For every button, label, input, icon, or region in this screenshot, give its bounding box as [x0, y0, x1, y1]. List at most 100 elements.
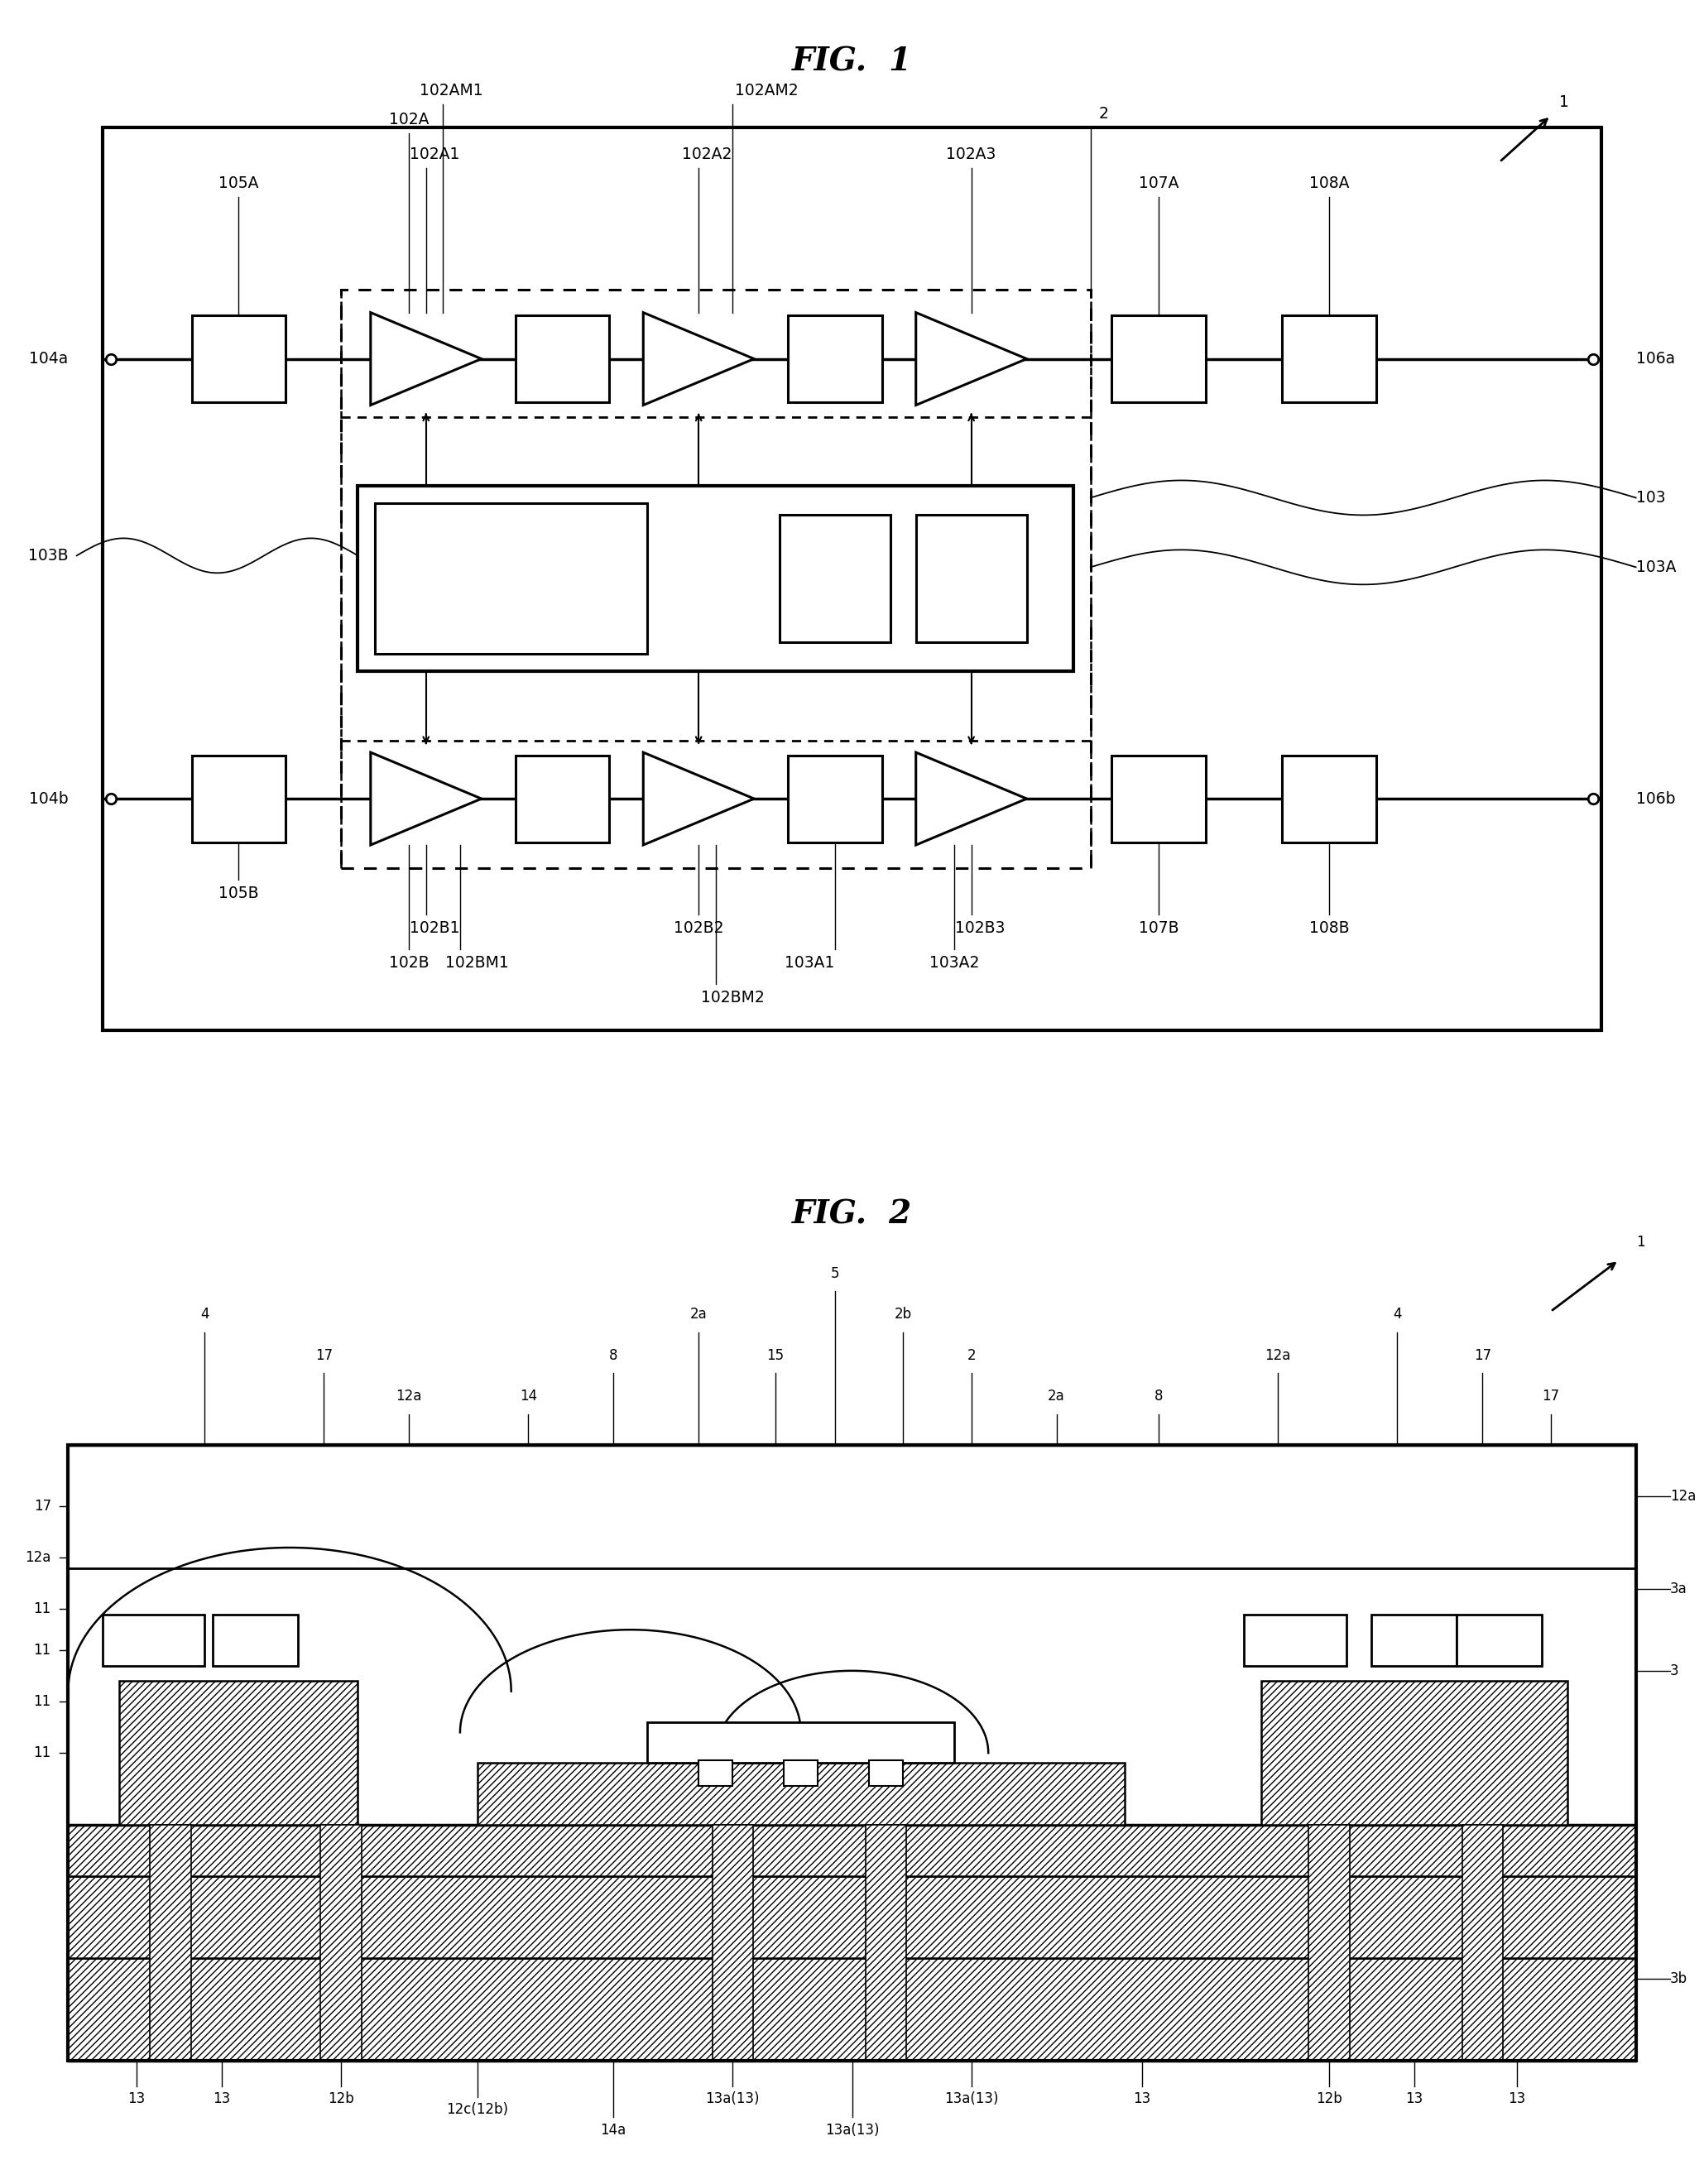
Text: 11: 11 [34, 1695, 51, 1710]
Bar [358, 487, 1074, 670]
Text: 104b: 104b [29, 791, 68, 806]
Bar [648, 1721, 954, 1762]
Text: 105A: 105A [218, 175, 259, 190]
Polygon shape [370, 312, 481, 404]
Text: 102A1: 102A1 [409, 146, 460, 162]
Polygon shape [370, 751, 481, 845]
Bar [1281, 314, 1375, 402]
Text: 13a(13): 13a(13) [705, 2092, 760, 2108]
Text: 107B: 107B [1138, 919, 1179, 937]
Text: 8: 8 [608, 1348, 619, 1363]
Bar [1281, 756, 1375, 843]
Text: 4: 4 [199, 1306, 210, 1321]
Text: 105B: 105B [218, 885, 259, 902]
Text: 12a: 12a [1670, 1489, 1695, 1505]
Bar [68, 1826, 1636, 1876]
Text: 102A3: 102A3 [946, 146, 997, 162]
Text: 1: 1 [1636, 1234, 1644, 1249]
Text: 103A: 103A [1636, 559, 1677, 574]
Bar [213, 1614, 298, 1666]
Text: 15: 15 [767, 1348, 784, 1363]
Bar [917, 515, 1026, 642]
Bar [341, 290, 1091, 869]
Bar [1457, 1614, 1542, 1666]
Bar [1372, 1614, 1457, 1666]
Text: 102BM2: 102BM2 [700, 989, 765, 1005]
Text: 8: 8 [1154, 1389, 1164, 1404]
Text: 103B: 103B [27, 548, 68, 563]
Bar [68, 1446, 1636, 2062]
Bar [102, 1614, 204, 1666]
Bar [712, 1826, 753, 2062]
Bar [1261, 1682, 1568, 1826]
Bar [787, 314, 883, 402]
Text: 102B2: 102B2 [673, 919, 724, 937]
Text: 2a: 2a [690, 1306, 707, 1321]
Bar [320, 1826, 361, 2062]
Text: 17: 17 [34, 1498, 51, 1514]
Text: 106b: 106b [1636, 791, 1675, 806]
Text: 13: 13 [1133, 2092, 1150, 2108]
Text: 102B1: 102B1 [409, 919, 460, 937]
Text: 13a(13): 13a(13) [944, 2092, 999, 2108]
Text: 102A: 102A [389, 111, 429, 127]
Bar [375, 505, 648, 653]
Bar [150, 1826, 191, 2062]
Bar [784, 1760, 818, 1787]
Text: 102BM1: 102BM1 [445, 954, 509, 970]
Text: 108B: 108B [1309, 919, 1350, 937]
Bar [869, 1760, 903, 1787]
Text: 2a: 2a [1048, 1389, 1065, 1404]
Text: 107A: 107A [1138, 175, 1179, 190]
Text: 12a: 12a [395, 1389, 423, 1404]
Bar [477, 1762, 1125, 1826]
Bar [102, 127, 1602, 1031]
Text: 12b: 12b [1315, 2092, 1343, 2108]
Bar [1244, 1614, 1346, 1666]
Text: 13: 13 [213, 2092, 230, 2108]
Text: 3a: 3a [1670, 1581, 1687, 1597]
Text: 11: 11 [34, 1601, 51, 1616]
Text: 17: 17 [315, 1348, 332, 1363]
Text: 13: 13 [1406, 2092, 1423, 2108]
Polygon shape [644, 751, 753, 845]
Bar [191, 756, 285, 843]
Bar [699, 1760, 733, 1787]
Bar [68, 1959, 1636, 2062]
Text: 102A2: 102A2 [682, 146, 733, 162]
Text: 106a: 106a [1636, 352, 1675, 367]
Text: 2: 2 [966, 1348, 976, 1363]
Bar [1111, 314, 1205, 402]
Bar [515, 314, 610, 402]
Text: 3b: 3b [1670, 1972, 1687, 1985]
Text: 13a(13): 13a(13) [825, 2123, 879, 2138]
Text: 103: 103 [1636, 489, 1665, 505]
Text: 14: 14 [520, 1389, 537, 1404]
Text: 2b: 2b [895, 1306, 912, 1321]
Text: 108A: 108A [1309, 175, 1350, 190]
Text: 2: 2 [1099, 105, 1109, 122]
Text: 11: 11 [34, 1642, 51, 1658]
Bar [1309, 1826, 1350, 2062]
Bar [191, 314, 285, 402]
Text: 12c(12b): 12c(12b) [446, 2101, 508, 2116]
Text: 13: 13 [1508, 2092, 1525, 2108]
Text: 3: 3 [1670, 1664, 1678, 1677]
Bar [787, 756, 883, 843]
Text: 102B3: 102B3 [954, 919, 1005, 937]
Text: 4: 4 [1392, 1306, 1402, 1321]
Bar [779, 515, 889, 642]
Text: 104a: 104a [29, 352, 68, 367]
Bar [119, 1682, 358, 1826]
Text: 14a: 14a [600, 2123, 627, 2138]
Text: 12a: 12a [26, 1551, 51, 1566]
Polygon shape [917, 751, 1026, 845]
Text: 12b: 12b [327, 2092, 354, 2108]
Bar [515, 756, 610, 843]
Bar [68, 1876, 1636, 1959]
Text: FIG.  2: FIG. 2 [792, 1199, 912, 1230]
Text: 5: 5 [830, 1267, 840, 1280]
Text: 17: 17 [1474, 1348, 1491, 1363]
Text: 103A2: 103A2 [929, 954, 980, 970]
Text: 1: 1 [1559, 94, 1569, 109]
